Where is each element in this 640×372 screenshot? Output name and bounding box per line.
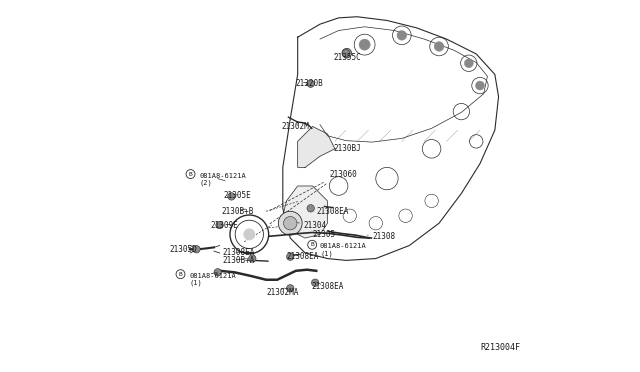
Text: 21305D: 21305D <box>170 246 197 254</box>
Circle shape <box>287 253 294 260</box>
Text: 213060: 213060 <box>330 170 357 179</box>
Circle shape <box>359 39 370 50</box>
Circle shape <box>465 59 473 68</box>
Circle shape <box>278 211 302 235</box>
Circle shape <box>342 49 349 57</box>
Circle shape <box>397 31 406 40</box>
Circle shape <box>342 48 351 58</box>
Text: 081A8-6121A
(1): 081A8-6121A (1) <box>320 243 367 257</box>
Text: B: B <box>310 242 314 247</box>
Text: 21308EA: 21308EA <box>223 248 255 257</box>
Polygon shape <box>283 186 328 238</box>
Text: 21320B: 21320B <box>296 79 324 88</box>
Circle shape <box>244 229 255 240</box>
Text: 2130BJ: 2130BJ <box>333 144 361 153</box>
Circle shape <box>307 80 314 87</box>
Text: 21308: 21308 <box>372 232 396 241</box>
Text: 081A8-6121A
(2): 081A8-6121A (2) <box>199 173 246 186</box>
Text: B: B <box>189 171 193 177</box>
Circle shape <box>248 255 256 262</box>
Text: 21302MA: 21302MA <box>266 288 298 296</box>
Text: 21308EA: 21308EA <box>316 207 349 216</box>
Text: 21355C: 21355C <box>333 53 361 62</box>
Text: 21308EA: 21308EA <box>287 252 319 261</box>
Circle shape <box>214 269 221 276</box>
Text: B: B <box>179 272 182 277</box>
Polygon shape <box>298 126 335 167</box>
Text: 081A8-6121A
(1): 081A8-6121A (1) <box>189 273 236 286</box>
Text: 21305: 21305 <box>312 230 336 239</box>
Circle shape <box>284 217 297 230</box>
Circle shape <box>312 279 319 286</box>
Circle shape <box>193 246 200 253</box>
Circle shape <box>228 193 235 200</box>
Text: 21309E: 21309E <box>211 221 238 230</box>
Text: 21308EA: 21308EA <box>312 282 344 291</box>
Circle shape <box>434 42 444 51</box>
Text: 21305E: 21305E <box>223 191 251 200</box>
Text: 2130B+B: 2130B+B <box>221 207 254 216</box>
Text: 21302M: 21302M <box>281 122 308 131</box>
Circle shape <box>216 221 223 229</box>
Text: R213004F: R213004F <box>480 343 520 352</box>
Circle shape <box>287 285 294 292</box>
Circle shape <box>307 205 314 212</box>
Text: 2130B+A: 2130B+A <box>223 256 255 265</box>
Circle shape <box>476 81 484 90</box>
Text: 21304: 21304 <box>303 221 326 230</box>
